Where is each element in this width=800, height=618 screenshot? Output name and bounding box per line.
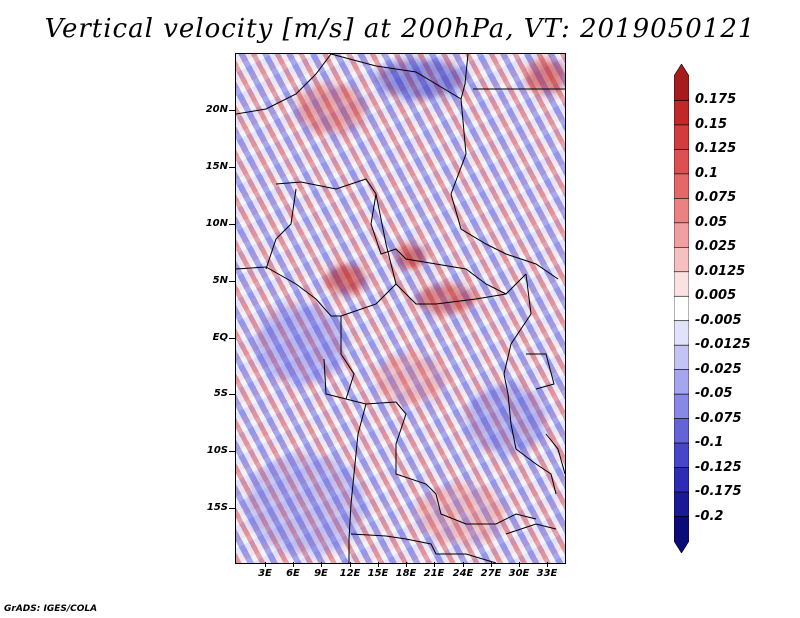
colorbar-segment	[674, 344, 689, 370]
credit-text: GrADS: IGES/COLA	[4, 604, 98, 614]
colorbar-label: 0.15	[695, 116, 728, 132]
lon-label: 18E	[395, 568, 417, 579]
updraft-patch	[296, 84, 366, 134]
colorbar-label: 0.1	[695, 165, 719, 181]
lon-label: 12E	[339, 568, 361, 579]
colorbar-label: -0.075	[695, 410, 742, 426]
updraft-patch	[416, 484, 506, 544]
lon-tick	[293, 562, 294, 567]
colorbar-segment	[674, 100, 689, 126]
lon-label: 24E	[452, 568, 474, 579]
lon-label: 15E	[367, 568, 389, 579]
colorbar-segment	[674, 491, 689, 517]
lon-tick	[491, 562, 492, 567]
lon-label: 9E	[314, 568, 328, 579]
lat-tick	[229, 167, 235, 168]
colorbar-segment	[674, 467, 689, 493]
colorbar-label: 0.125	[695, 141, 737, 157]
lat-label: 5N	[212, 275, 228, 286]
lat-label: 15N	[205, 161, 228, 172]
map-title: Vertical velocity [m/s] at 200hPa, VT: 2…	[44, 14, 756, 44]
colorbar	[674, 64, 689, 553]
lat-tick	[229, 508, 235, 509]
downdraft-patch	[246, 454, 366, 554]
lon-label: 33E	[536, 568, 558, 579]
colorbar-label: 0.0125	[695, 263, 746, 279]
colorbar-segment	[674, 149, 689, 175]
lat-label: EQ	[212, 332, 228, 343]
lat-label: 5S	[213, 388, 228, 399]
downdraft-patch	[256, 304, 346, 384]
lat-tick	[229, 451, 235, 452]
colorbar-label: 0.005	[695, 288, 737, 304]
colorbar-label: 0.075	[695, 190, 737, 206]
lat-label: 15S	[206, 502, 228, 513]
lon-tick	[378, 562, 379, 567]
colorbar-segment	[674, 369, 689, 395]
colorbar-label: -0.175	[695, 484, 742, 500]
lat-label: 10N	[205, 218, 228, 229]
colorbar-label: -0.2	[695, 508, 724, 524]
colorbar-label: -0.125	[695, 459, 742, 475]
lon-label: 6E	[286, 568, 300, 579]
lat-tick	[229, 224, 235, 225]
colorbar-label: -0.005	[695, 312, 742, 328]
colorbar-label: -0.0125	[695, 337, 751, 353]
colorbar-segment	[674, 124, 689, 150]
colorbar-label: -0.1	[695, 435, 724, 451]
map-plot-area	[235, 53, 566, 564]
lat-label: 20N	[205, 104, 228, 115]
colorbar-label: -0.025	[695, 361, 742, 377]
colorbar-segment	[674, 173, 689, 199]
colorbar-segment	[674, 442, 689, 468]
downdraft-patch	[376, 59, 466, 99]
lat-tick	[229, 281, 235, 282]
colorbar-segment	[674, 418, 689, 444]
colorbar-segment	[674, 320, 689, 346]
lon-label: 30E	[508, 568, 530, 579]
colorbar-label: 0.05	[695, 214, 728, 230]
colorbar-segment	[674, 271, 689, 297]
colorbar-segment	[674, 247, 689, 273]
lon-tick	[406, 562, 407, 567]
lon-label: 3E	[258, 568, 272, 579]
colorbar-bottom-arrow	[674, 516, 689, 553]
colorbar-label: 0.175	[695, 92, 737, 108]
updraft-patch	[376, 354, 446, 404]
updraft-patch	[526, 59, 565, 94]
updraft-patch	[416, 284, 476, 314]
lon-tick	[547, 562, 548, 567]
lon-tick	[350, 562, 351, 567]
lat-label: 10S	[206, 445, 228, 456]
colorbar-segment	[674, 222, 689, 248]
lon-tick	[434, 562, 435, 567]
country-borders	[236, 54, 565, 563]
lat-tick	[229, 394, 235, 395]
downdraft-patch	[466, 384, 546, 454]
colorbar-segment	[674, 393, 689, 419]
lon-label: 27E	[480, 568, 502, 579]
updraft-patch	[396, 244, 426, 269]
lon-tick	[321, 562, 322, 567]
updraft-patch	[326, 264, 366, 294]
lon-tick	[463, 562, 464, 567]
lat-tick	[229, 338, 235, 339]
colorbar-label: -0.05	[695, 386, 733, 402]
lat-tick	[229, 110, 235, 111]
colorbar-segment	[674, 198, 689, 224]
lon-tick	[265, 562, 266, 567]
colorbar-top-arrow	[674, 64, 689, 101]
colorbar-label: 0.025	[695, 239, 737, 255]
colorbar-segment	[674, 295, 689, 322]
lon-tick	[519, 562, 520, 567]
lon-label: 21E	[423, 568, 445, 579]
